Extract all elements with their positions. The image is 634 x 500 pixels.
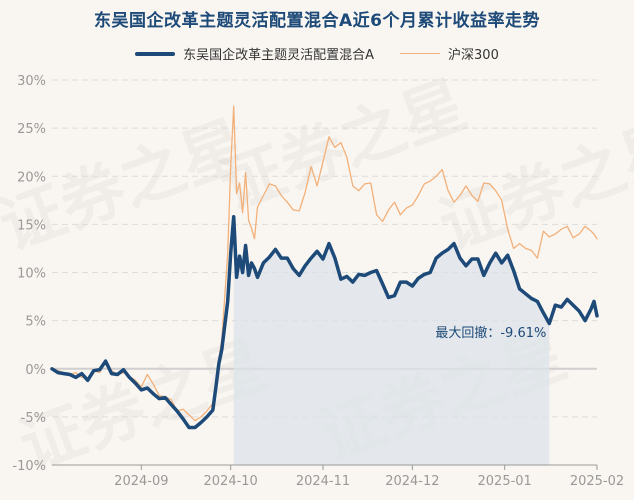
y-tick-label: 30%: [17, 74, 46, 89]
series-line-index: [51, 105, 598, 422]
series-lines: [50, 105, 599, 430]
x-tick-label: 2024-09: [114, 474, 168, 489]
chart-title: 东吴国企改革主题灵活配置混合A近6个月累计收益率走势: [94, 11, 540, 31]
drawdown-region: [233, 216, 550, 465]
y-tick-label: 15%: [17, 218, 46, 233]
y-tick-label: -5%: [21, 411, 46, 426]
legend-swatch-index: [400, 53, 441, 54]
legend-label-fund: 东吴国企改革主题灵活配置混合A: [183, 48, 375, 63]
x-tick-label: 2025-02: [570, 474, 624, 489]
y-tick-label: 5%: [25, 315, 46, 330]
legend: 东吴国企改革主题灵活配置混合A 沪深300: [0, 44, 634, 63]
y-tick-label: 20%: [17, 170, 46, 185]
x-tick-label: 2024-10: [204, 474, 258, 489]
legend-item-index[interactable]: 沪深300: [400, 44, 499, 63]
x-axis: 2024-09 2024-10 2024-11 2024-12 2025-01 2025-…: [52, 464, 624, 489]
y-tick-label: -10%: [12, 459, 46, 474]
legend-item-fund[interactable]: 东吴国企改革主题灵活配置混合A: [135, 44, 374, 63]
drawdown-area: [233, 216, 550, 465]
y-tick-label: 25%: [17, 122, 46, 137]
y-tick-label: 10%: [17, 267, 46, 282]
y-axis-labels: -10% -5% 0% 5% 10% 15% 20% 25% 30%: [12, 74, 46, 474]
x-tick-label: 2024-11: [296, 474, 350, 489]
x-tick-label: 2025-01: [478, 474, 532, 489]
y-tick-label: 0%: [25, 363, 46, 378]
max-drawdown-label: 最大回撤：-9.61%: [435, 325, 546, 341]
annotation-group: 最大回撤：-9.61%: [435, 325, 546, 341]
legend-swatch-fund: [135, 51, 176, 56]
legend-label-index: 沪深300: [448, 48, 499, 63]
series-line-fund: [50, 214, 599, 430]
x-tick-label: 2024-12: [385, 474, 439, 489]
